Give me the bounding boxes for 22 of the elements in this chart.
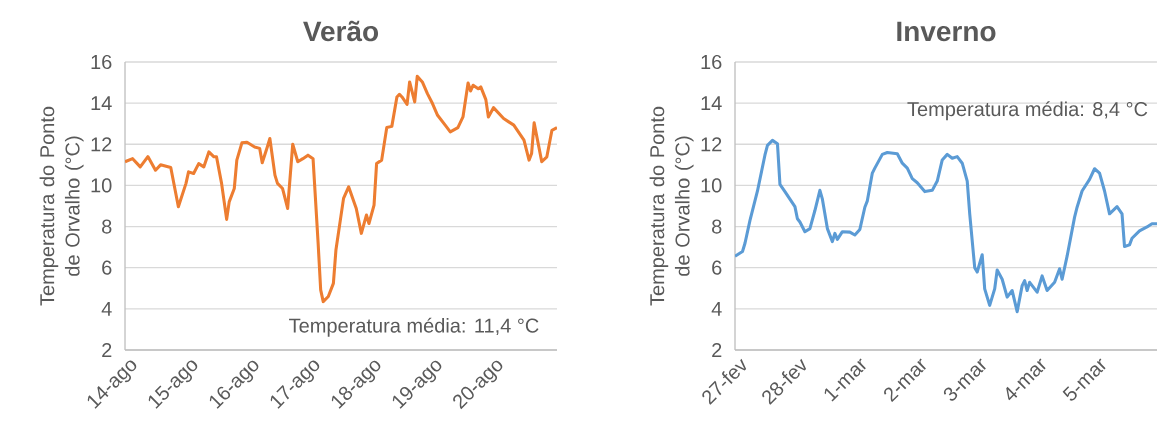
y-tick-label: 14 [701, 96, 722, 111]
y-tick-label: 12 [701, 137, 722, 152]
y-tick-label: 10 [701, 178, 722, 193]
y-axis-title: Temperatura do Ponto de Orvalho (°C) [39, 106, 84, 306]
chart-title: Verão [303, 20, 379, 42]
annotation: Temperatura média: 8,4 °C [907, 101, 1148, 121]
y-tick-label: 8 [712, 219, 722, 234]
y-tick-label: 2 [712, 343, 722, 357]
y-axis-title: Temperatura do Ponto de Orvalho (°C) [649, 106, 694, 306]
y-tick-label: 6 [712, 260, 722, 275]
y-tick-label: 6 [102, 260, 112, 275]
y-tick-label: 16 [701, 54, 722, 70]
y-tick-label: 4 [101, 301, 112, 316]
y-tick-label: 10 [91, 178, 112, 193]
y-tick-label: 12 [91, 137, 112, 152]
y-tick-label: 14 [91, 96, 112, 111]
y-tick-label: 2 [102, 343, 112, 357]
annotation: Temperatura média: 11,4 °C [289, 317, 539, 337]
chart-title: Inverno [897, 21, 996, 42]
y-tick-label: 8 [102, 219, 112, 234]
y-tick-label: 4 [711, 301, 722, 316]
y-tick-label: 16 [91, 54, 112, 70]
